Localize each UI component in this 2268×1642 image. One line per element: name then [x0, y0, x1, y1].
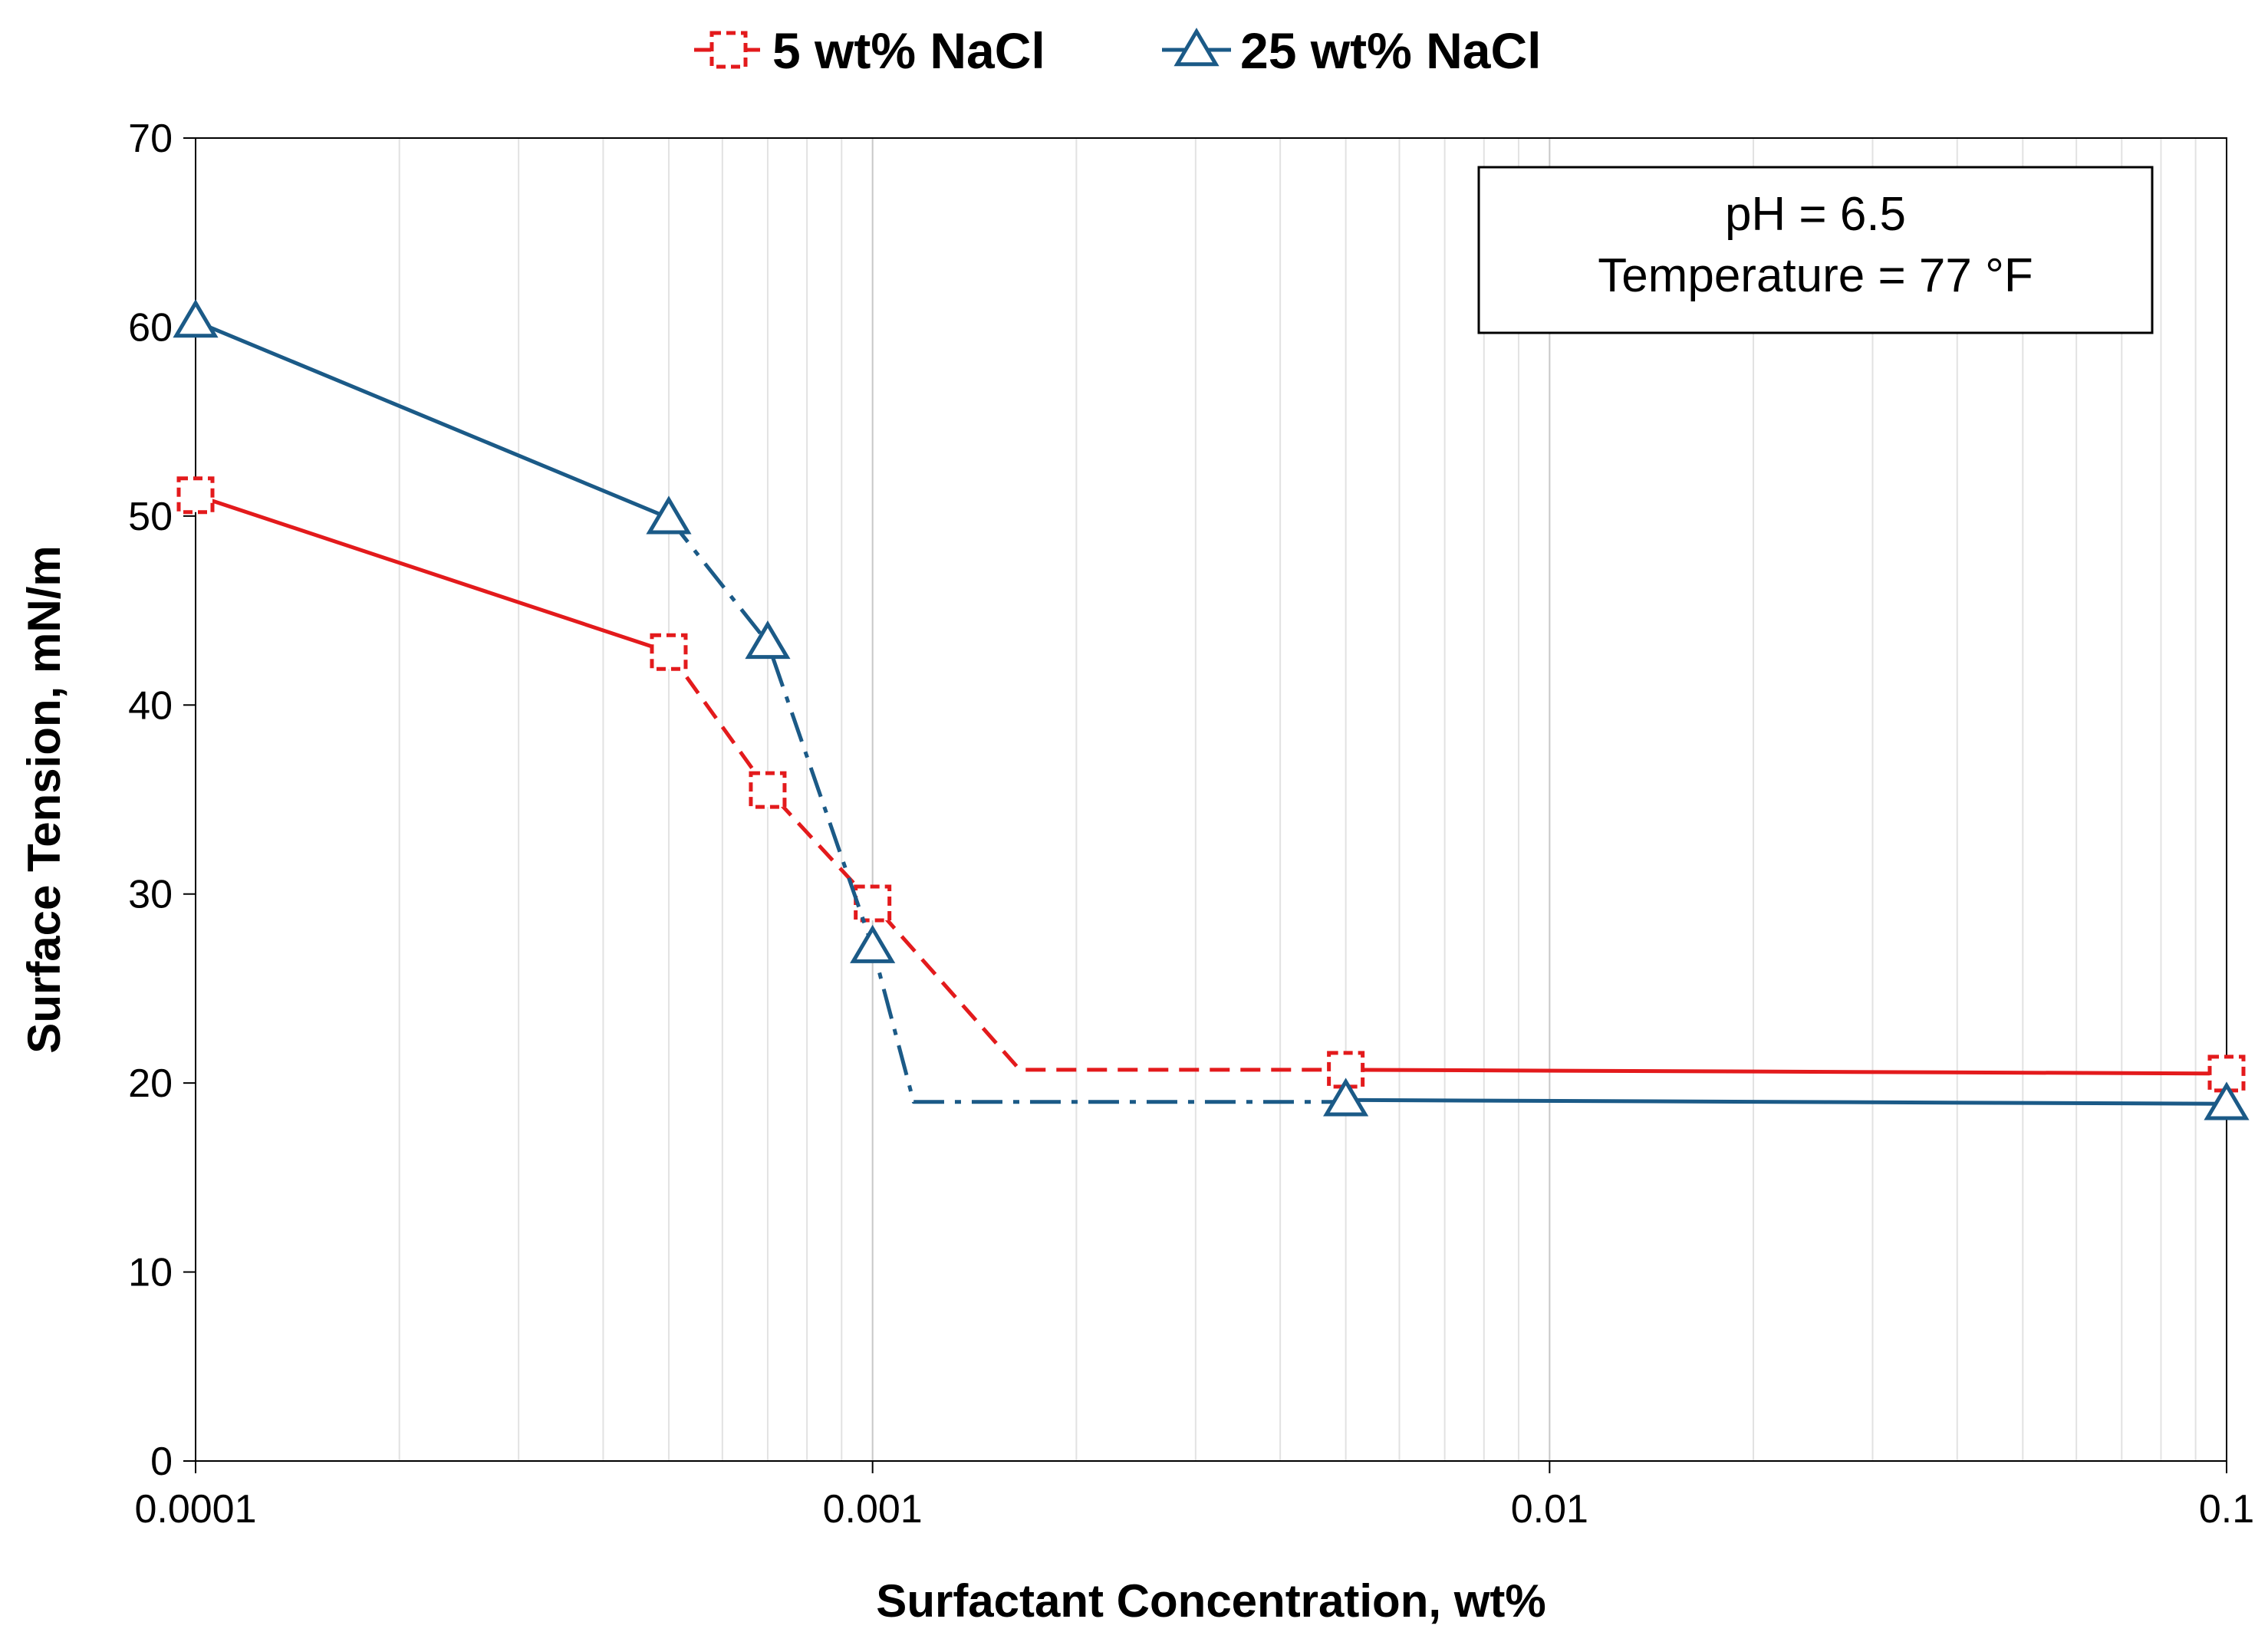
y-tick-label: 0 [150, 1440, 173, 1484]
data-point-triangle [173, 299, 219, 338]
legend-marker-triangle [1174, 28, 1220, 67]
series-line-solid [1345, 1068, 2227, 1076]
data-point-square [854, 884, 892, 923]
data-point-square [176, 476, 215, 515]
x-tick-label: 0.1 [2199, 1487, 2254, 1532]
x-tick-label: 0.001 [823, 1487, 923, 1532]
conditions-annotation: pH = 6.5 Temperature = 77 °F [1477, 166, 2154, 334]
x-axis-title: Surfactant Concentration, wt% [876, 1575, 1545, 1627]
series-line-solid [195, 319, 670, 520]
axis-layer: 0 10 20 30 40 50 60 70 0.0001 0.001 0.01 0.1 [128, 117, 2254, 1532]
data-point-square [1327, 1051, 1365, 1089]
series-5wt-nacl [176, 476, 2246, 1093]
y-tick-label: 50 [128, 495, 173, 539]
legend-item-25wt: 25 wt% NaCl [1162, 22, 1541, 79]
legend: 5 wt% NaCl 25 wt% NaCl [694, 22, 1541, 79]
series-25wt-nacl [173, 299, 2250, 1120]
series-layer [173, 299, 2250, 1120]
series-line-dashdot [667, 516, 1346, 1104]
data-point-square [650, 633, 688, 671]
y-tick-label: 30 [128, 873, 173, 917]
legend-item-5wt: 5 wt% NaCl [694, 22, 1045, 79]
y-axis-title: Surface Tension, mN/m [18, 545, 70, 1053]
y-tick-label: 60 [128, 305, 173, 350]
annotation-ph: pH = 6.5 [1725, 188, 1906, 241]
legend-label: 25 wt% NaCl [1240, 22, 1541, 79]
series-line-solid [195, 493, 670, 654]
data-point-triangle [1323, 1078, 1369, 1117]
data-point-triangle [850, 924, 896, 963]
data-point-triangle [2204, 1081, 2250, 1120]
x-tick-label: 0.0001 [134, 1487, 256, 1532]
series-line-solid [1345, 1097, 2227, 1106]
x-tick-label: 0.01 [1511, 1487, 1588, 1532]
plot-area-frame [195, 137, 2227, 1462]
y-tick-label: 20 [128, 1061, 173, 1106]
y-tick-label: 10 [128, 1251, 173, 1295]
legend-label: 5 wt% NaCl [772, 22, 1045, 79]
y-tick-label: 70 [128, 117, 173, 161]
data-point-triangle [646, 495, 692, 535]
grid-layer [398, 138, 2197, 1461]
annotation-box [1477, 166, 2154, 334]
data-point-triangle [745, 620, 791, 660]
data-point-square [749, 771, 787, 809]
series-line-dashed [667, 650, 1346, 1072]
legend-marker-square [709, 31, 748, 69]
annotation-temperature: Temperature = 77 °F [1598, 249, 2033, 302]
y-tick-label: 40 [128, 683, 173, 728]
